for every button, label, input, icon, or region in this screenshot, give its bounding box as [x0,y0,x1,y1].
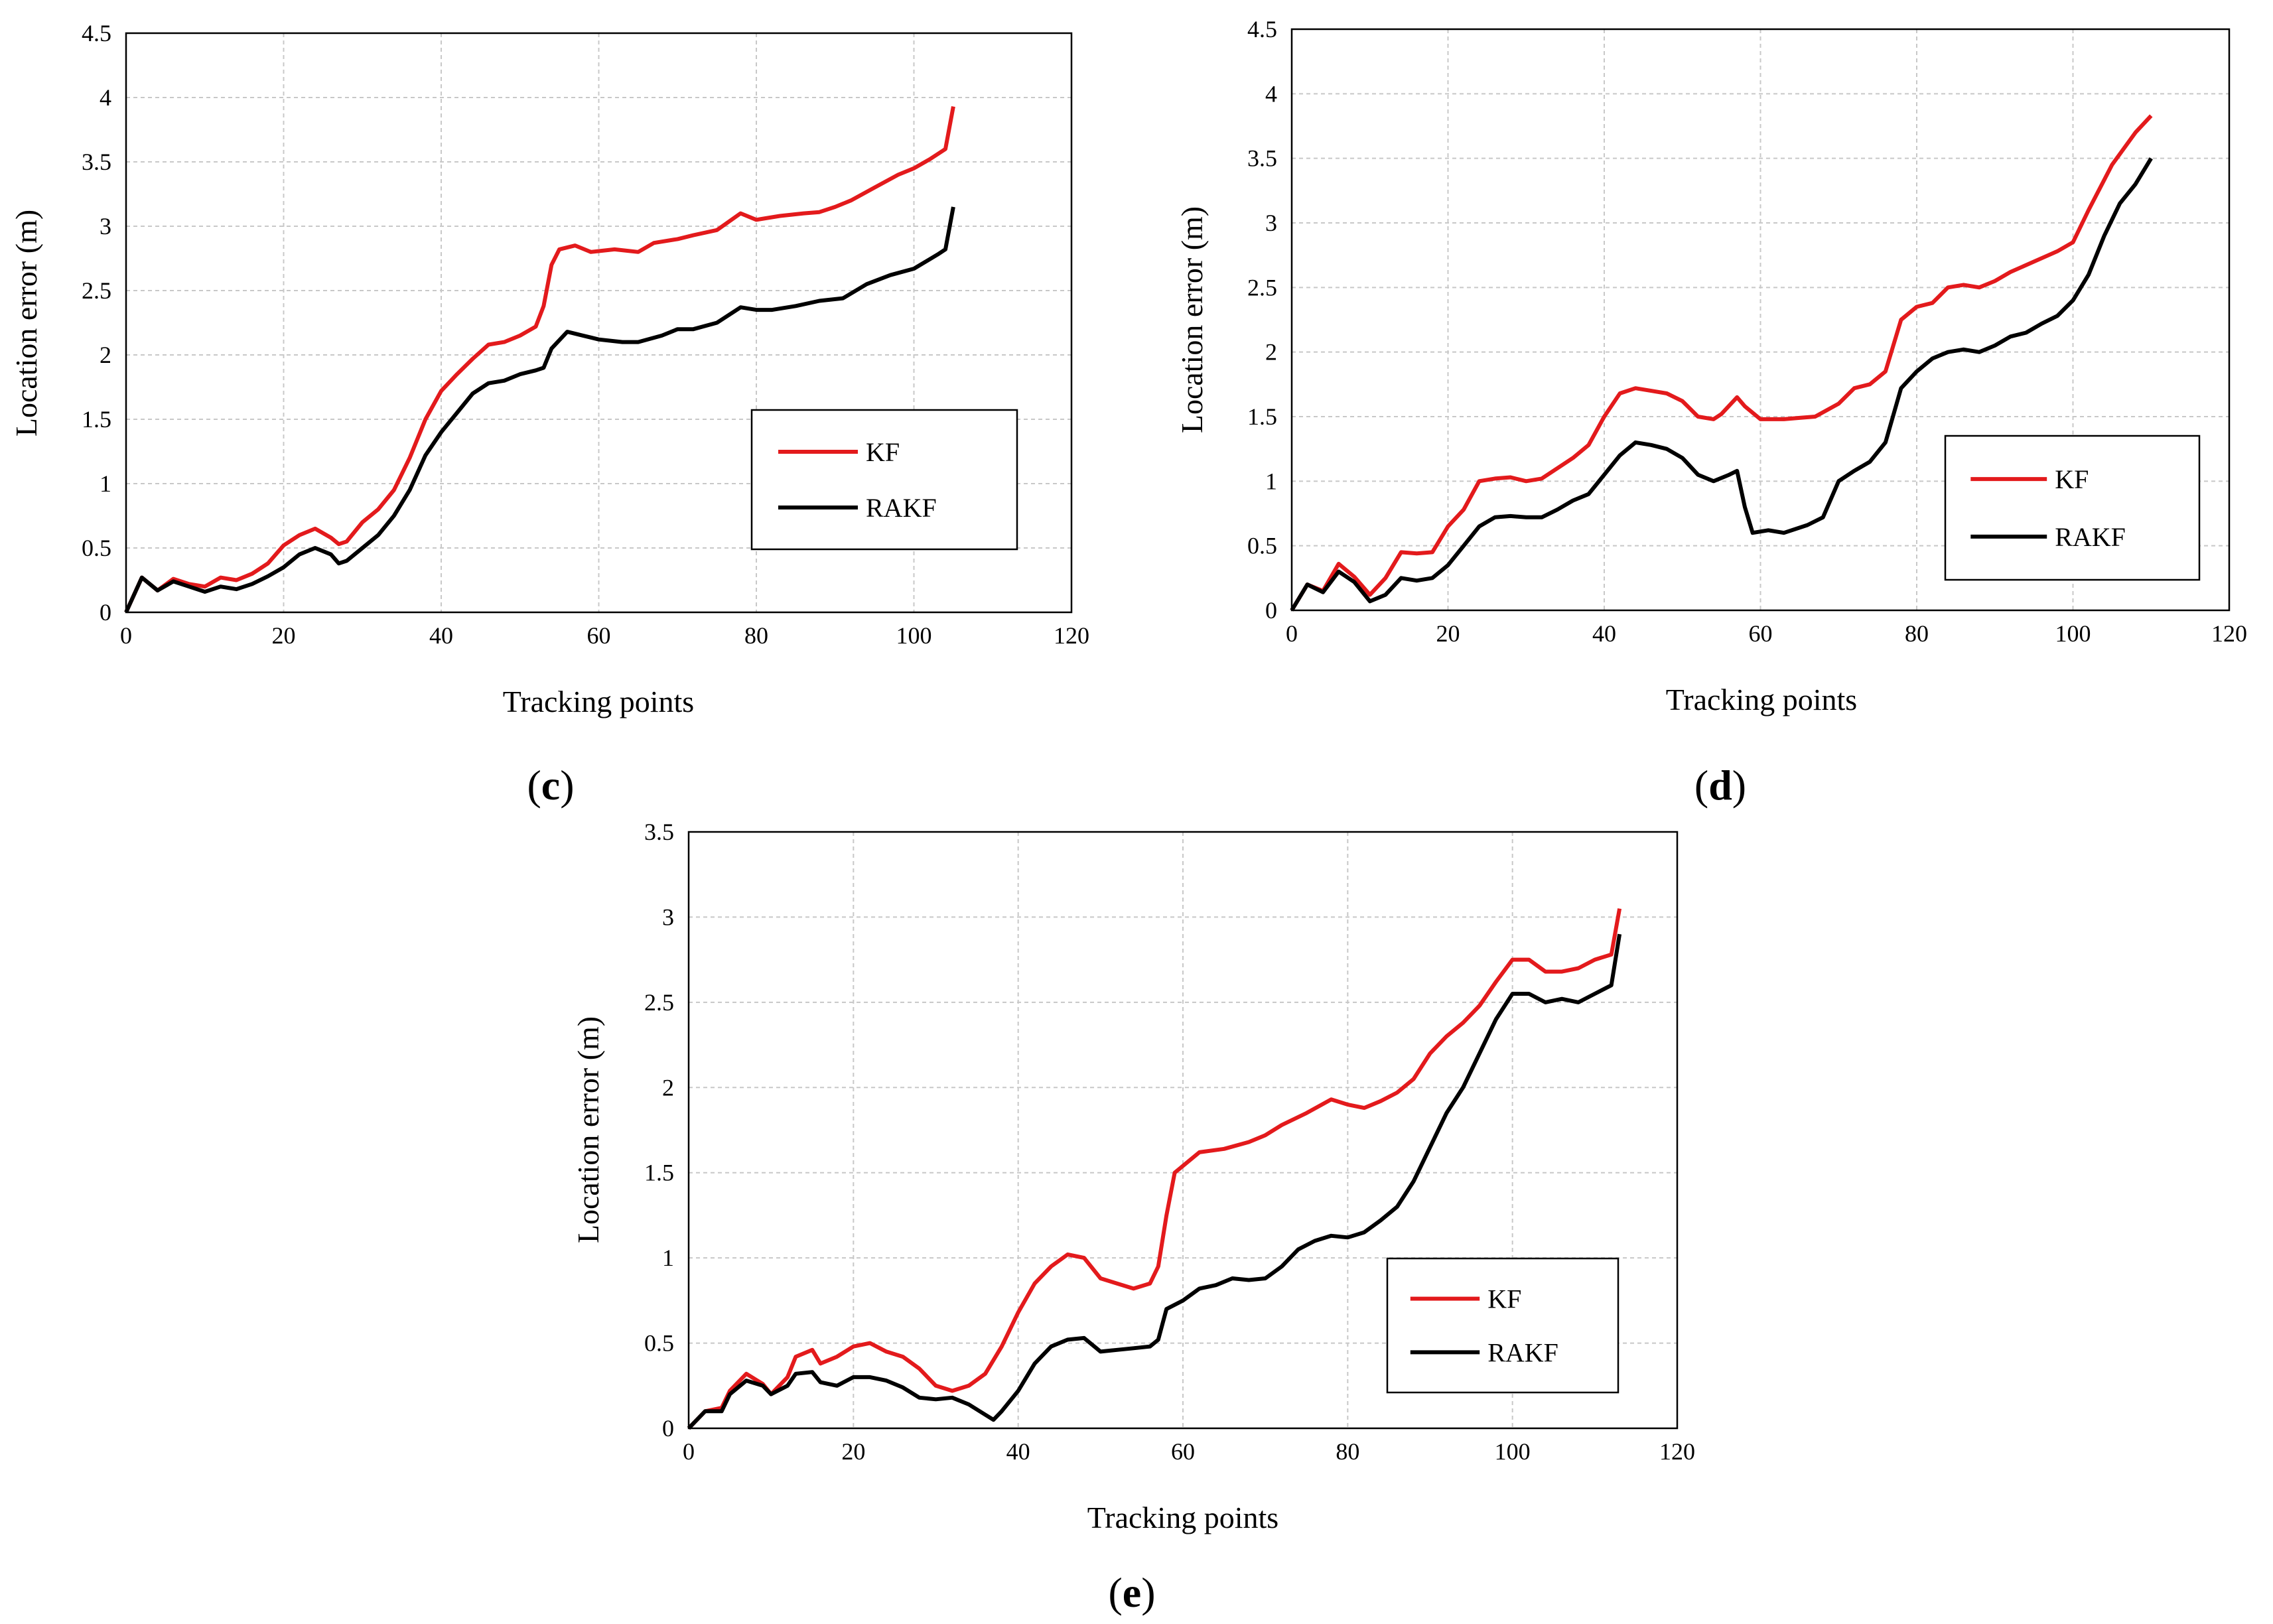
legend-box [750,409,1018,551]
plot-frame [125,32,1073,614]
x-tick-label: 60 [1749,620,1773,647]
y-tick-label: 1 [1265,468,1277,494]
y-tick-label: 3.5 [644,819,674,845]
x-tick-label: 80 [1905,620,1929,647]
legend-box [1944,435,2201,581]
series-line-rakf [124,206,955,614]
x-tick-label: 60 [1171,1438,1195,1465]
legend-label-kf: KF [866,437,900,467]
y-tick-label: 2 [662,1074,674,1101]
x-axis-title: Tracking points [503,685,694,718]
x-tick-label: 40 [1592,620,1616,647]
y-tick-label: 0 [100,599,111,626]
y-tick-label: 0 [662,1415,674,1442]
x-tick-label: 60 [587,622,611,649]
y-tick-label: 1.5 [1247,403,1277,430]
y-tick-label: 3.5 [1247,145,1277,172]
plot-frame [1290,28,2231,612]
y-axis-title: Location error (m) [9,210,43,437]
legend-label-rakf: RAKF [2055,522,2126,552]
y-tick-label: 4 [100,84,111,111]
x-tick-label: 80 [1336,1438,1359,1465]
y-tick-label: 0 [1265,597,1277,624]
panel-c: 0 20 40 60 80 100 120 0 0.5 1 1.5 2 2.5 3 3.5 4 4.5 Track… [9,20,1089,809]
y-tick-label: 0.5 [644,1330,674,1357]
x-tick-label: 40 [1006,1438,1030,1465]
x-tick-label: 20 [841,1438,865,1465]
legend-label-kf: KF [1487,1284,1521,1314]
panel-label: (e) [1108,1569,1155,1616]
series-line-kf [687,908,1622,1430]
panel-label: (c) [527,762,574,809]
y-tick-label: 2.5 [644,989,674,1016]
series-line-kf [124,106,955,614]
x-tick-label: 120 [2211,620,2247,647]
x-tick-label: 0 [1286,620,1298,647]
y-tick-label: 0.5 [1247,533,1277,559]
series-line-kf [1290,114,2153,612]
y-axis-title: Location error (m) [571,1016,605,1243]
panel-letter: d [1708,762,1732,809]
legend-label-rakf: RAKF [866,493,937,523]
x-tick-label: 40 [429,622,453,649]
legend-box [1386,1257,1619,1394]
series-line-rakf [1290,157,2153,612]
y-tick-label: 2 [100,342,111,368]
x-axis-title: Tracking points [1087,1501,1278,1534]
y-axis-title: Location error (m) [1175,206,1209,433]
y-tick-label: 4.5 [1247,16,1277,42]
x-tick-label: 0 [683,1438,695,1465]
y-tick-label: 3 [662,904,674,930]
y-tick-label: 1.5 [644,1160,674,1186]
y-tick-label: 3 [1265,210,1277,236]
y-tick-label: 2 [1265,339,1277,366]
y-tick-label: 3 [100,213,111,239]
plot-frame [687,831,1679,1430]
x-axis-title: Tracking points [1666,683,1857,716]
x-tick-label: 100 [1495,1438,1531,1465]
x-tick-label: 80 [744,622,768,649]
panel-e: 0 20 40 60 80 100 120 0 0.5 1 1.5 2 2.5 3 3.5 Tracking … [571,819,1695,1616]
panel-label: (d) [1694,762,1746,809]
series-line-rakf [687,933,1622,1430]
y-tick-label: 1 [662,1245,674,1271]
legend-label-kf: KF [2055,464,2089,494]
x-tick-label: 120 [1054,622,1089,649]
y-tick-label: 4 [1265,80,1277,107]
y-tick-label: 2.5 [82,277,111,304]
y-tick-label: 0.5 [82,535,111,561]
x-tick-label: 0 [120,622,132,649]
x-tick-label: 100 [896,622,932,649]
panel-d: 0 20 40 60 80 100 120 0 0.5 1 1.5 2 2.5 3 3.5 4 4.5 Track… [1175,16,2247,809]
y-tick-label: 2.5 [1247,274,1277,301]
x-tick-label: 20 [1436,620,1460,647]
x-tick-label: 120 [1659,1438,1695,1465]
y-tick-label: 1 [100,470,111,497]
y-tick-label: 4.5 [82,20,111,46]
panel-letter: e [1123,1569,1141,1616]
x-tick-label: 20 [272,622,296,649]
x-tick-label: 100 [2055,620,2091,647]
legend-label-rakf: RAKF [1487,1337,1558,1367]
y-tick-label: 1.5 [82,406,111,433]
y-tick-label: 3.5 [82,149,111,175]
panel-letter: c [541,762,560,809]
